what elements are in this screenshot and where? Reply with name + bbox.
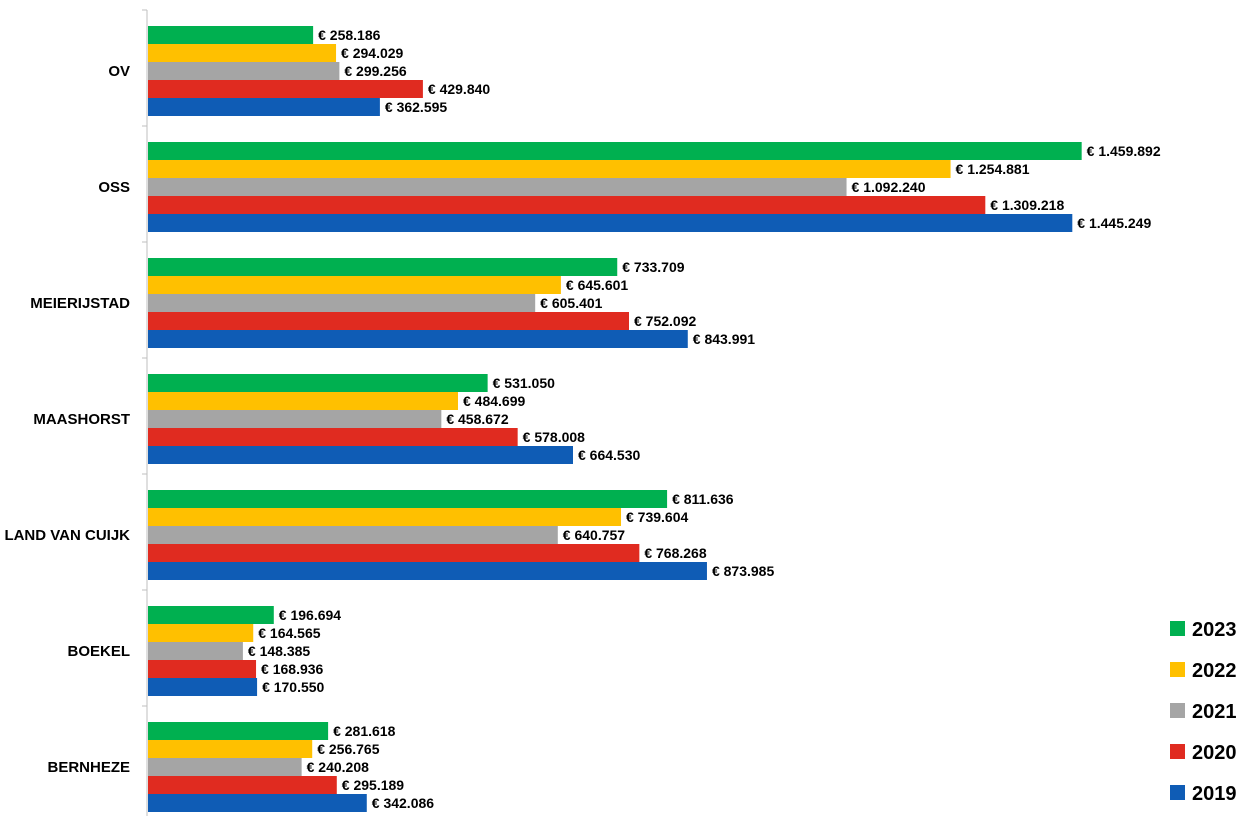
data-label: € 645.601	[566, 277, 628, 293]
bar-2020-ov	[148, 80, 423, 98]
bar-2020-meierijstad	[148, 312, 630, 330]
data-label: € 811.636	[672, 491, 734, 507]
bars-layer	[148, 26, 1082, 812]
bar-2022-bernheze	[148, 740, 313, 758]
data-label: € 578.008	[523, 429, 585, 445]
bar-2022-land-van-cuijk	[148, 508, 622, 526]
labels-layer: OV € 258.186 € 294.029 € 299.256 € 429.840 € …	[4, 27, 1160, 811]
data-label: € 240.208	[307, 759, 369, 775]
legend-label-2023: 2023	[1192, 619, 1237, 641]
bar-2023-maashorst	[148, 374, 488, 392]
bar-2019-meierijstad	[148, 330, 688, 348]
data-label: € 1.445.249	[1077, 215, 1151, 231]
legend-swatch-2019	[1170, 785, 1185, 800]
data-label: € 664.530	[578, 447, 640, 463]
data-label: € 196.694	[279, 607, 341, 623]
data-label: € 484.699	[463, 393, 525, 409]
bar-2023-meierijstad	[148, 258, 618, 276]
bar-2023-bernheze	[148, 722, 329, 740]
data-label: € 258.186	[318, 27, 380, 43]
bar-2019-oss	[148, 214, 1073, 232]
data-label: € 752.092	[634, 313, 696, 329]
bar-2021-ov	[148, 62, 340, 80]
bar-2023-ov	[148, 26, 314, 44]
data-label: € 429.840	[428, 81, 490, 97]
legend-label-2021: 2021	[1192, 701, 1237, 723]
category-label: BOEKEL	[67, 643, 130, 660]
legend-swatch-2022	[1170, 662, 1185, 677]
bar-2020-maashorst	[148, 428, 518, 446]
category-label: MEIERIJSTAD	[30, 295, 130, 312]
bar-2019-boekel	[148, 678, 258, 696]
data-label: € 1.459.892	[1087, 143, 1161, 159]
legend: 2023 2022 2021 2020 2019	[1170, 619, 1237, 805]
data-label: € 739.604	[626, 509, 688, 525]
bar-2019-maashorst	[148, 446, 574, 464]
data-label: € 605.401	[540, 295, 602, 311]
bar-2020-land-van-cuijk	[148, 544, 640, 562]
data-label: € 1.092.240	[852, 179, 926, 195]
data-label: € 148.385	[248, 643, 310, 659]
category-label: MAASHORST	[33, 411, 130, 428]
bar-2021-land-van-cuijk	[148, 526, 558, 544]
data-label: € 768.268	[644, 545, 706, 561]
data-label: € 295.189	[342, 777, 404, 793]
bar-2020-oss	[148, 196, 986, 214]
data-label: € 342.086	[372, 795, 434, 811]
bar-2020-bernheze	[148, 776, 337, 794]
bar-2022-meierijstad	[148, 276, 561, 294]
bar-2022-ov	[148, 44, 337, 62]
data-label: € 299.256	[344, 63, 406, 79]
bar-2021-boekel	[148, 642, 243, 660]
bar-2019-land-van-cuijk	[148, 562, 707, 580]
legend-swatch-2023	[1170, 621, 1185, 636]
bar-2022-maashorst	[148, 392, 458, 410]
bar-2019-bernheze	[148, 794, 367, 812]
data-label: € 873.985	[712, 563, 774, 579]
data-label: € 843.991	[693, 331, 755, 347]
data-label: € 164.565	[258, 625, 320, 641]
legend-swatch-2021	[1170, 703, 1185, 718]
legend-label-2020: 2020	[1192, 742, 1237, 764]
bar-2019-ov	[148, 98, 380, 116]
bar-2023-oss	[148, 142, 1082, 160]
legend-label-2019: 2019	[1192, 783, 1237, 805]
bar-2022-oss	[148, 160, 951, 178]
category-label: LAND VAN CUIJK	[4, 527, 130, 544]
legend-label-2022: 2022	[1192, 660, 1237, 682]
category-label: BERNHEZE	[47, 759, 130, 776]
data-label: € 640.757	[563, 527, 625, 543]
bar-2020-boekel	[148, 660, 257, 678]
data-label: € 458.672	[446, 411, 508, 427]
legend-swatch-2020	[1170, 744, 1185, 759]
bar-2021-oss	[148, 178, 847, 196]
bar-2023-land-van-cuijk	[148, 490, 668, 508]
bar-2021-maashorst	[148, 410, 442, 428]
data-label: € 170.550	[262, 679, 324, 695]
axis-layer	[142, 9, 148, 816]
category-label: OSS	[98, 179, 130, 196]
data-label: € 1.309.218	[990, 197, 1064, 213]
data-label: € 294.029	[341, 45, 403, 61]
category-label: OV	[108, 63, 130, 80]
bar-2021-bernheze	[148, 758, 302, 776]
data-label: € 531.050	[493, 375, 555, 391]
bar-2021-meierijstad	[148, 294, 536, 312]
data-label: € 1.254.881	[956, 161, 1030, 177]
bar-2022-boekel	[148, 624, 254, 642]
data-label: € 168.936	[261, 661, 323, 677]
bar-2023-boekel	[148, 606, 274, 624]
data-label: € 281.618	[333, 723, 395, 739]
data-label: € 733.709	[622, 259, 684, 275]
data-label: € 362.595	[385, 99, 447, 115]
data-label: € 256.765	[317, 741, 379, 757]
